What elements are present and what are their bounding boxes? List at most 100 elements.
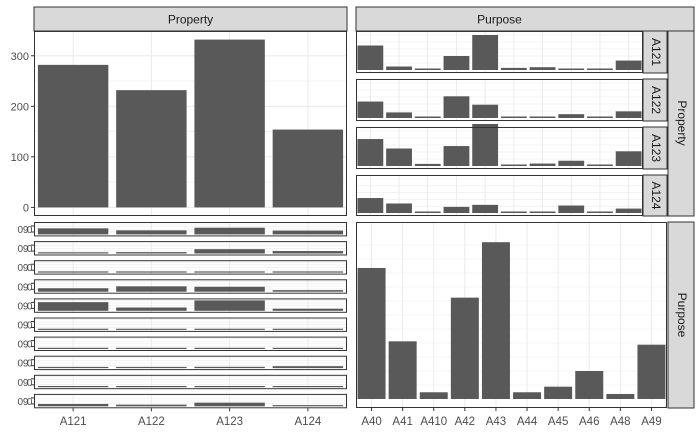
strip-property-right-label: Property [675,100,689,145]
xtick-label-purpose-A49: A49 [641,416,661,428]
bar-A123-A44 [500,164,527,166]
bar-A46-A122 [116,366,187,369]
xtick-label-property-A122: A122 [138,416,165,428]
bar-A121-A45 [529,67,556,70]
bar-A123-A45 [529,163,556,166]
bar-A44-A124 [272,328,344,330]
bar-A124-A45 [529,211,556,213]
xtick-label-purpose-A46: A46 [579,416,599,428]
bar-purpose-A44 [513,392,542,399]
bar-A123-A43 [472,124,499,166]
bar-A45-A124 [272,347,344,349]
bar-purpose-A49 [637,344,666,399]
xtick-label-purpose-A44: A44 [517,416,538,428]
bar-A44-A122 [116,328,187,330]
panel-property-counts-ytick-label-1: 100 [11,152,29,164]
bar-property-A124 [272,129,344,208]
bar-purpose-A42 [450,297,479,399]
bar-A122-A46 [558,114,585,118]
bar-A410-A121 [37,271,109,273]
bar-purpose-A43 [481,242,510,399]
bar-A123-A46 [558,160,585,166]
bar-A48-A122 [116,386,187,388]
panel-property-counts-border [34,31,347,216]
bar-A122-A40 [357,101,384,118]
bar-A124-A48 [587,211,613,213]
bar-A121-A44 [500,67,527,70]
bar-A122-A45 [529,116,556,118]
bar-A45-A123 [194,347,265,349]
bar-A124-A41 [386,203,412,213]
panel-property-by-purpose-A48-ytick-label: 0 90 [18,378,33,389]
bar-A121-A41 [386,66,412,70]
bar-A122-A43 [472,104,499,118]
xtick-label-property-A123: A123 [216,416,243,428]
strip-row-A123-label: A123 [649,134,663,162]
bar-A121-A42 [443,56,470,70]
bar-A41-A124 [272,251,344,254]
bar-A121-A46 [558,68,585,70]
bar-A121-A40 [357,45,384,70]
bar-purpose-A410 [419,392,448,399]
strip-property-right [667,30,695,217]
bar-A40-A121 [37,228,109,235]
strip-row-A121 [642,30,668,74]
bar-A121-A410 [414,68,441,70]
bar-A49-A121 [37,403,109,407]
panel-property-counts-ytick-label-2: 200 [11,101,29,113]
bar-A124-A49 [615,208,642,213]
strip-row-A122-label: A122 [649,86,663,114]
bar-A123-A40 [357,139,384,166]
bar-A49-A122 [116,404,187,407]
strip-row-A124-label: A124 [649,181,663,209]
panel-property-by-purpose-A46-ytick-label: 0 90 [18,359,33,370]
panel-property-counts-ytick-label-0: 0 [23,202,29,214]
bar-property-A121 [37,64,109,208]
xtick-label-purpose-A42: A42 [455,416,475,428]
panel-property-by-purpose-A44-ytick-label: 0 90 [18,321,33,332]
panel-property-by-purpose-A40-ytick-label: 0 90 [18,225,33,236]
bar-A45-A122 [116,347,187,349]
panel-property-by-purpose-A43-ytick-label: 0 90 [18,301,33,312]
bar-A42-A124 [272,290,344,292]
xtick-label-purpose-A48: A48 [610,416,630,428]
bar-A42-A123 [194,286,265,292]
panel-purpose-counts-border [356,222,667,408]
bar-A122-A410 [414,116,441,118]
bar-A121-A48 [587,68,613,70]
bar-purpose-A48 [606,393,635,399]
bar-property-A122 [116,90,187,208]
bar-A121-A43 [472,35,499,70]
bar-A48-A121 [37,386,109,388]
panel-property-by-purpose-A49-ytick-label: 0 90 [18,397,33,408]
strip-purpose-right-label: Purpose [675,293,689,338]
panel-property-by-purpose-A45-ytick-label: 0 90 [18,340,33,351]
bar-A410-A122 [116,271,187,273]
bar-A122-A48 [587,116,613,118]
bar-A123-A49 [615,151,642,166]
strip-row-A124 [642,174,668,217]
xtick-label-property-A121: A121 [60,416,87,428]
bar-A123-A48 [587,164,613,166]
strip-property-top [33,6,348,32]
xtick-label-purpose-A410: A410 [420,416,447,428]
bar-A122-A42 [443,96,470,118]
panel-property-by-purpose-A46-border [34,355,347,371]
panel-property-by-purpose-A41-ytick-label: 0 90 [18,244,33,255]
strip-purpose-right [667,221,695,409]
panel-property-by-purpose-A45-border [34,336,347,352]
bar-A124-A410 [414,211,441,213]
panel-property-by-purpose-A42-border [34,279,347,294]
bar-A42-A121 [37,288,109,292]
bar-A49-A123 [194,402,265,407]
bar-A124-A40 [357,198,384,213]
strip-purpose-top-label: Purpose [477,13,522,27]
bar-A123-A41 [386,148,412,166]
bar-A46-A124 [272,366,344,369]
bar-A410-A123 [194,271,265,273]
bar-A46-A123 [194,366,265,369]
strip-row-A123 [642,126,668,170]
xtick-label-purpose-A40: A40 [361,416,381,428]
strip-property-top-label: Property [168,13,213,27]
